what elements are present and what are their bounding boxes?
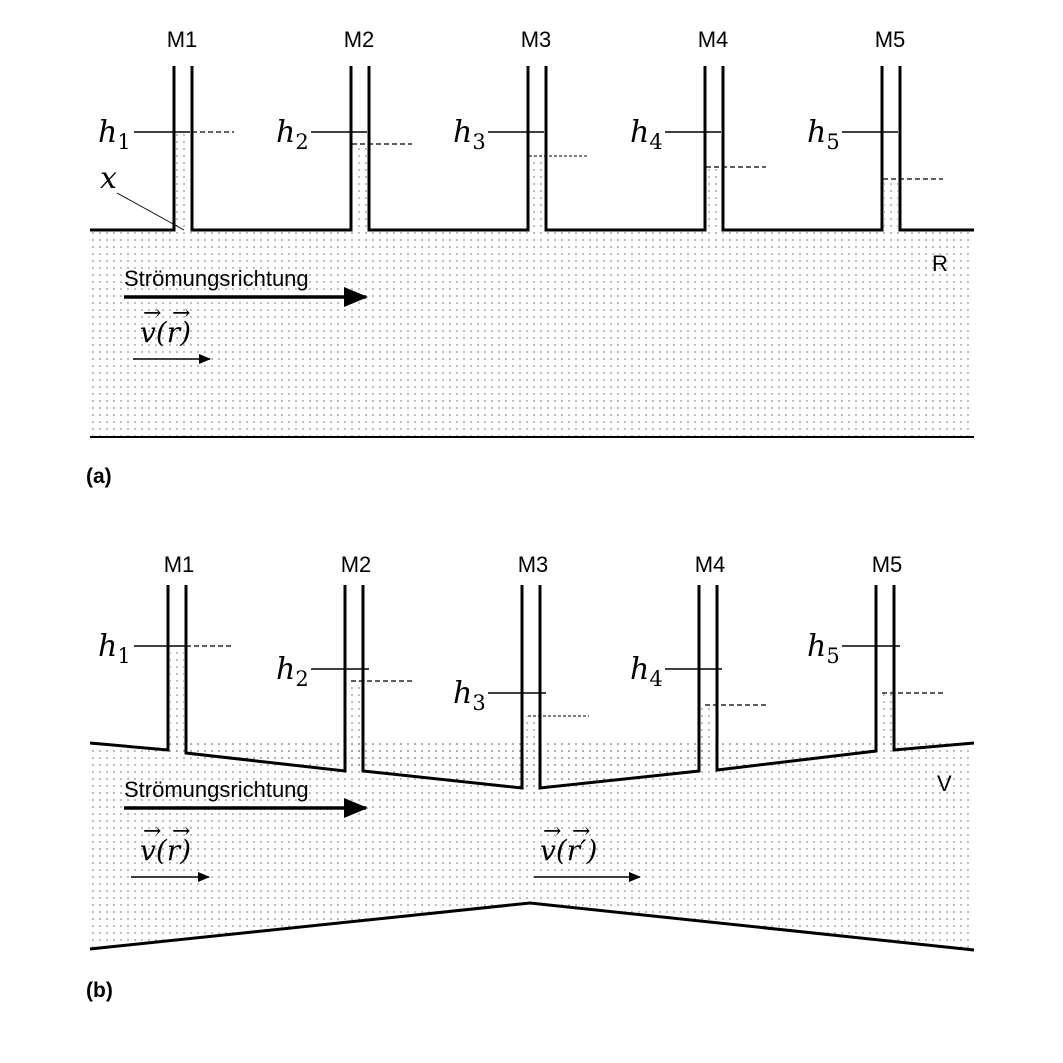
vector-accent-b1-r: → — [172, 819, 190, 844]
height-label-a-h3: h3 — [453, 115, 486, 154]
point-pointer-x — [116, 192, 185, 231]
flow-direction-label-a: Strömungsrichtung — [124, 266, 309, 291]
height-label-a-h5: h5 — [807, 115, 840, 154]
panel-b: M1 M2 M3 M4 M5 h1 h2 h3 h4 h5 V Strömung… — [86, 552, 975, 1002]
fluid-column-a-m4 — [707, 167, 721, 230]
fluid-column-b-m1 — [170, 646, 184, 751]
point-label-x: x — [100, 161, 117, 196]
tube-label-a-m1: M1 — [167, 27, 198, 52]
pipe-top-wall-b — [89, 585, 975, 790]
tube-label-a-m3: M3 — [521, 27, 552, 52]
vector-accent-b1-v: → — [143, 819, 161, 844]
height-label-b-h1: h1 — [98, 629, 131, 668]
level-lines-b — [186, 645, 943, 717]
panel-tag-b: (b) — [86, 979, 113, 1002]
height-label-b-h3: h3 — [453, 676, 486, 715]
height-label-b-h4: h4 — [630, 652, 663, 691]
fluid-column-b-m5 — [878, 693, 892, 750]
height-label-a-h1: h1 — [98, 115, 131, 154]
height-label-b-h2: h2 — [276, 652, 309, 691]
vector-accent-a-v: → — [143, 301, 161, 326]
h-markers-b — [134, 645, 900, 694]
pipe-fluid-a — [90, 230, 974, 437]
tube-label-b-m4: M4 — [695, 552, 726, 577]
velocity-label-b-1: v(r) — [140, 834, 191, 867]
panel-tag-a: (a) — [86, 465, 112, 488]
tube-label-a-m4: M4 — [698, 27, 729, 52]
pipe-bottom-wall-b — [89, 901, 975, 952]
pipe-fluid-b — [90, 743, 974, 949]
velocity-label-a: v(r) — [140, 316, 191, 349]
fluid-column-a-m3 — [530, 156, 544, 230]
pipe-top-wall-a — [90, 66, 974, 232]
height-label-a-h2: h2 — [276, 115, 309, 154]
fluid-column-a-m2 — [353, 144, 367, 230]
tube-label-b-m5: M5 — [872, 552, 903, 577]
height-label-a-h4: h4 — [630, 115, 663, 154]
height-label-b-h5: h5 — [807, 629, 840, 668]
panel-a: M1 M2 M3 M4 M5 h1 h2 h3 h4 h5 x R Strömu… — [86, 27, 974, 488]
fluid-column-b-m3 — [524, 716, 538, 788]
flow-direction-label-b: Strömungsrichtung — [124, 777, 309, 802]
tube-label-b-m1: M1 — [164, 552, 195, 577]
vector-accent-a-r: → — [172, 301, 190, 326]
velocity-label-b-2: v(r′) — [540, 834, 597, 867]
vector-accent-b2-v: → — [543, 819, 561, 844]
fluid-column-b-m4 — [701, 705, 715, 770]
vector-accent-b2-r: → — [572, 819, 590, 844]
fluid-column-a-m5 — [884, 179, 898, 230]
pipe-label-r: R — [932, 251, 948, 276]
fluid-column-a-m1 — [176, 132, 190, 230]
tube-label-b-m2: M2 — [341, 552, 372, 577]
tube-label-b-m3: M3 — [518, 552, 549, 577]
pipe-label-v: V — [937, 771, 952, 796]
level-lines-a — [192, 131, 943, 180]
tube-label-a-m5: M5 — [875, 27, 906, 52]
fluid-column-b-m2 — [347, 681, 361, 770]
tube-label-a-m2: M2 — [344, 27, 375, 52]
